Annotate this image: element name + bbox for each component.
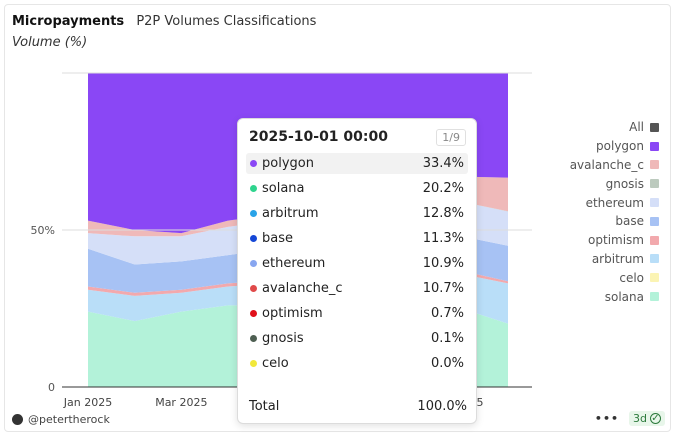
tooltip-series-value: 10.7%	[422, 281, 464, 296]
series-dot-icon	[250, 360, 257, 367]
tooltip-series-name: gnosis	[262, 331, 304, 346]
series-dot-icon	[250, 260, 257, 267]
x-tick-label: 5	[477, 396, 484, 409]
tooltip-series-value: 0.7%	[430, 306, 464, 321]
legend-item-polygon[interactable]: polygon	[539, 137, 659, 156]
tooltip-row-optimism: optimism 0.7%	[246, 303, 468, 324]
tooltip-series-value: 12.8%	[422, 206, 464, 221]
author-handle[interactable]: @petertherock	[28, 413, 110, 426]
legend-swatch	[650, 235, 659, 245]
legend-label: optimism	[588, 233, 644, 248]
tooltip-total-value: 100.0%	[417, 399, 467, 414]
footer-actions: ••• 3d ✓	[595, 411, 665, 426]
tooltip-series-name: polygon	[262, 156, 314, 171]
legend-item-celo[interactable]: celo	[539, 268, 659, 287]
y-tick-label: 50%	[31, 224, 55, 237]
legend-item-solana[interactable]: solana	[539, 287, 659, 306]
legend-swatch	[650, 292, 659, 302]
tooltip-series-name: base	[262, 231, 293, 246]
x-tick-label: Mar 2025	[155, 396, 207, 409]
tooltip-series-name: avalanche_c	[262, 281, 343, 296]
legend-label: base	[615, 214, 644, 229]
tooltip-series-value: 20.2%	[422, 181, 464, 196]
legend-label: gnosis	[605, 176, 644, 191]
legend-label: celo	[619, 270, 644, 285]
series-dot-icon	[250, 285, 257, 292]
series-dot-icon	[250, 310, 257, 317]
legend-item-optimism[interactable]: optimism	[539, 231, 659, 250]
tooltip-row-avalanche_c: avalanche_c 10.7%	[246, 278, 468, 299]
tooltip-date: 2025-10-01 00:00	[249, 129, 388, 145]
x-tick-label: Jan 2025	[63, 396, 112, 409]
legend-swatch	[650, 122, 659, 132]
legend-swatch	[650, 141, 659, 151]
legend-label: arbitrum	[591, 251, 644, 266]
tooltip-row-gnosis: gnosis 0.1%	[246, 328, 468, 349]
tooltip-total-label: Total	[249, 399, 280, 414]
hover-tooltip: 2025-10-01 00:00 1/9 polygon 33.4% solana 2…	[237, 118, 477, 424]
legend-item-ethereum[interactable]: ethereum	[539, 193, 659, 212]
tooltip-series-name: optimism	[262, 306, 323, 321]
tooltip-row-polygon: polygon 33.4%	[246, 153, 468, 174]
refresh-badge[interactable]: 3d ✓	[629, 411, 665, 426]
tooltip-series-value: 33.4%	[422, 156, 464, 171]
chart-title: P2P Volumes Classifications	[136, 14, 317, 29]
tooltip-series-value: 10.9%	[422, 256, 464, 271]
tooltip-series-name: ethereum	[262, 256, 326, 271]
legend-item-avalanche_c[interactable]: avalanche_c	[539, 156, 659, 175]
series-dot-icon	[250, 335, 257, 342]
legend-label: ethereum	[585, 195, 644, 210]
tooltip-total-row: Total 100.0%	[249, 399, 467, 414]
series-dot-icon	[250, 235, 257, 242]
legend-label: solana	[604, 289, 644, 304]
legend-swatch	[650, 198, 659, 208]
series-dot-icon	[250, 210, 257, 217]
legend-swatch	[650, 160, 659, 170]
legend-label: avalanche_c	[569, 157, 644, 172]
legend-swatch	[650, 216, 659, 226]
check-circle-icon: ✓	[650, 413, 661, 424]
legend-item-base[interactable]: base	[539, 212, 659, 231]
tooltip-series-name: solana	[262, 181, 305, 196]
tooltip-series-value: 0.1%	[430, 331, 464, 346]
tooltip-row-celo: celo 0.0%	[246, 353, 468, 374]
author[interactable]: @petertherock	[12, 413, 110, 426]
legend-item-arbitrum[interactable]: arbitrum	[539, 250, 659, 269]
series-dot-icon	[250, 160, 257, 167]
legend-swatch	[650, 273, 659, 283]
tooltip-series-name: celo	[262, 356, 289, 371]
dashboard-title: Micropayments	[12, 14, 125, 29]
legend-swatch	[650, 179, 659, 189]
y-tick-label: 0	[48, 381, 55, 394]
series-dot-icon	[250, 185, 257, 192]
legend-swatch	[650, 254, 659, 264]
legend-label: All	[629, 120, 644, 135]
legend-item-gnosis[interactable]: gnosis	[539, 174, 659, 193]
legend-label: polygon	[596, 139, 644, 154]
tooltip-row-ethereum: ethereum 10.9%	[246, 253, 468, 274]
chart-tick-labels: 0 50% Jan 2025 Mar 2025 5	[31, 224, 484, 409]
tooltip-series-value: 11.3%	[422, 231, 464, 246]
legend-item-All[interactable]: All	[539, 118, 659, 137]
avatar	[12, 414, 23, 425]
tooltip-series-value: 0.0%	[430, 356, 464, 371]
more-options-icon[interactable]: •••	[594, 412, 620, 425]
tooltip-series-name: arbitrum	[262, 206, 319, 221]
metric-label: Volume (%)	[12, 35, 88, 50]
tooltip-row-base: base 11.3%	[246, 228, 468, 249]
tooltip-page-indicator[interactable]: 1/9	[436, 129, 466, 146]
tooltip-row-solana: solana 20.2%	[246, 178, 468, 199]
chart-header: Micropayments P2P Volumes Classification…	[12, 14, 316, 29]
refresh-interval: 3d	[633, 412, 647, 425]
tooltip-row-arbitrum: arbitrum 12.8%	[246, 203, 468, 224]
